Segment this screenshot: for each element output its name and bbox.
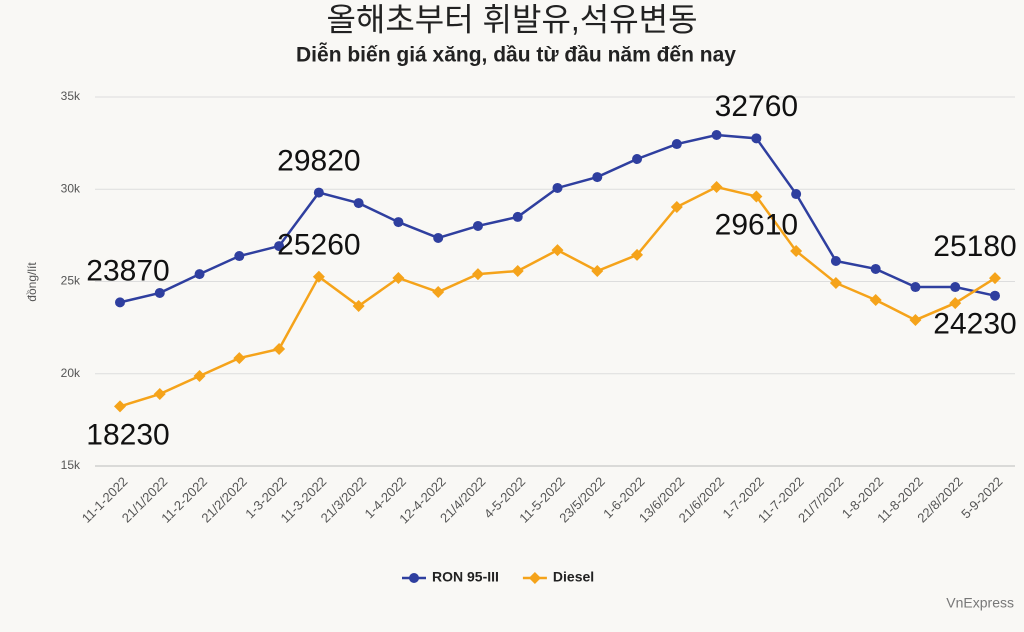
point — [233, 352, 246, 365]
chart-title: 올해초부터 휘발유,석유변동 — [326, 1, 697, 37]
point — [869, 293, 882, 306]
point — [433, 232, 444, 243]
point — [830, 256, 841, 267]
y-tick-label: 35k — [61, 89, 81, 103]
point — [750, 190, 763, 203]
point — [274, 241, 285, 252]
point — [552, 182, 563, 193]
legend-marker — [528, 572, 541, 584]
point — [471, 268, 484, 281]
data-label: 23870 — [86, 254, 169, 287]
point — [670, 200, 683, 213]
y-axis-label: đồng/lít — [25, 262, 39, 302]
y-tick-label: 20k — [61, 366, 81, 380]
point — [710, 181, 723, 194]
point — [790, 245, 803, 258]
point — [949, 297, 962, 310]
point — [591, 264, 604, 277]
point — [551, 244, 564, 257]
data-label: 29820 — [277, 144, 360, 177]
point — [950, 282, 961, 293]
data-label: 18230 — [86, 418, 169, 451]
point — [632, 153, 643, 164]
point — [153, 388, 166, 401]
point — [671, 139, 682, 150]
point — [751, 133, 762, 144]
data-label: 25180 — [933, 230, 1016, 263]
point — [432, 286, 445, 299]
point — [114, 400, 126, 413]
point — [472, 220, 483, 231]
y-tick-label: 25k — [61, 274, 81, 288]
point — [154, 287, 165, 298]
legend-label: Diesel — [553, 569, 594, 585]
data-label: 32760 — [715, 90, 798, 123]
point — [711, 130, 722, 141]
point — [909, 314, 922, 327]
point — [511, 264, 524, 277]
point — [910, 282, 921, 293]
point — [631, 248, 644, 261]
point — [313, 187, 324, 198]
point — [234, 251, 245, 262]
legend-marker — [409, 573, 419, 583]
source: VnExpress — [946, 595, 1014, 611]
point — [512, 211, 523, 222]
data-label: 25260 — [277, 229, 360, 262]
point — [791, 189, 802, 200]
point — [990, 290, 1000, 301]
legend-label: RON 95-III — [432, 569, 499, 585]
chart-subtitle: Diễn biến giá xăng, dầu từ đầu năm đến n… — [296, 43, 736, 67]
point — [392, 271, 405, 284]
data-label: 24230 — [933, 308, 1016, 341]
point — [312, 270, 325, 283]
y-tick-label: 30k — [61, 181, 81, 195]
point — [194, 269, 205, 280]
point — [115, 297, 125, 308]
y-tick-label: 15k — [61, 458, 81, 472]
point — [393, 217, 404, 228]
series-line — [119, 133, 996, 304]
point — [273, 343, 286, 356]
point — [353, 198, 364, 209]
point — [989, 272, 1001, 285]
point — [352, 300, 365, 313]
point — [829, 276, 842, 289]
x-tick-label: 5-9-2022 — [958, 474, 1005, 521]
point — [193, 369, 206, 382]
point — [592, 172, 603, 183]
data-label: 29610 — [715, 208, 798, 241]
point — [870, 263, 881, 274]
